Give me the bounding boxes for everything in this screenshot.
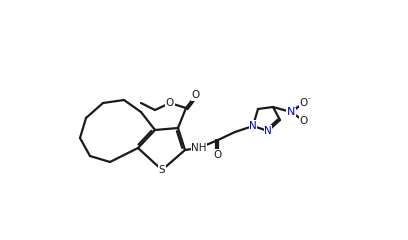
Text: O: O (300, 116, 308, 126)
Text: N: N (249, 121, 257, 131)
Text: O: O (300, 98, 308, 108)
Text: O: O (214, 150, 222, 160)
Text: S: S (159, 165, 165, 175)
Text: N: N (287, 107, 295, 117)
Text: O: O (192, 90, 200, 100)
Text: O: O (166, 98, 174, 108)
Text: +: + (293, 105, 299, 111)
Text: NH: NH (191, 143, 207, 153)
Text: N: N (264, 126, 272, 136)
Text: ⁻: ⁻ (307, 96, 311, 104)
